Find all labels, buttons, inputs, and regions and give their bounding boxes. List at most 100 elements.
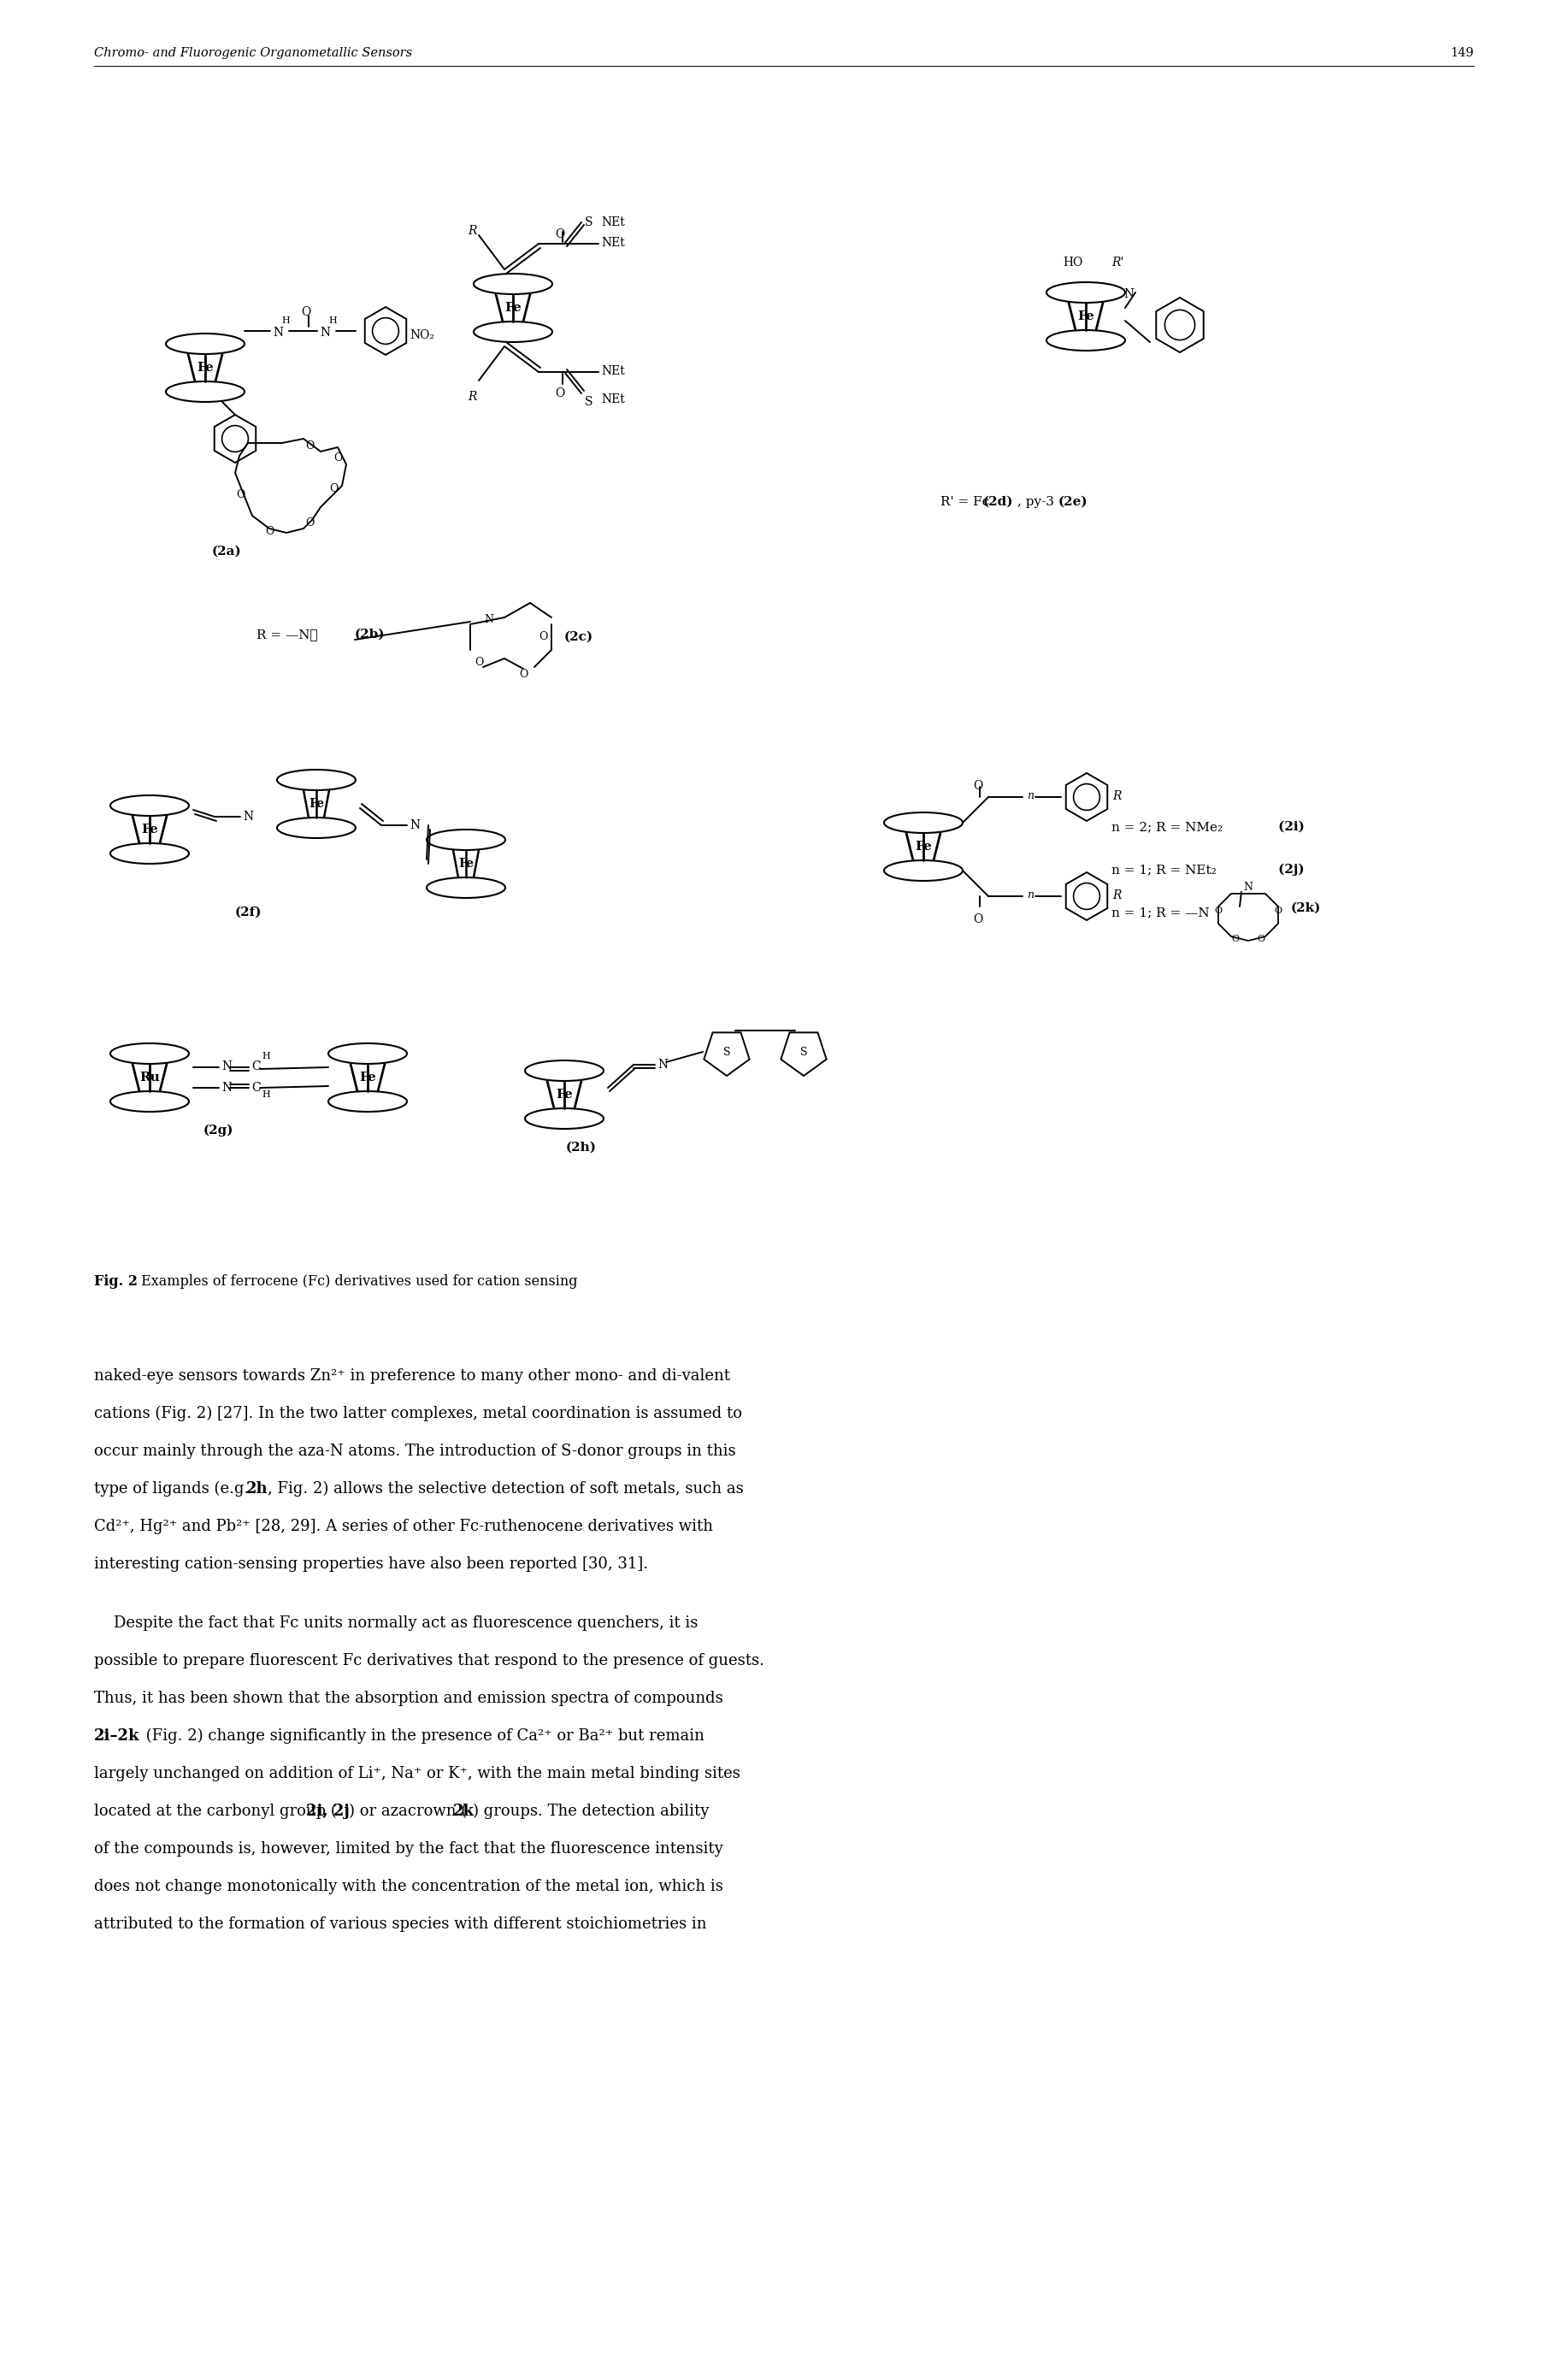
Text: R' = Fc: R' = Fc [941,496,994,508]
Text: NEt: NEt [601,237,624,249]
Text: Ru: Ru [140,1071,160,1083]
Text: Chromo- and Fluorogenic Organometallic Sensors: Chromo- and Fluorogenic Organometallic S… [94,47,412,59]
Text: ) or azacrown (: ) or azacrown ( [348,1804,467,1818]
Text: attributed to the formation of various species with different stoichiometries in: attributed to the formation of various s… [94,1916,707,1932]
Text: S: S [800,1047,808,1056]
Text: O: O [235,489,245,501]
Text: NO₂: NO₂ [409,330,434,342]
Text: 2k: 2k [453,1804,475,1818]
Text: O: O [1275,907,1283,914]
Text: O: O [306,439,314,451]
Text: H: H [328,316,337,325]
Text: O: O [538,631,547,643]
Text: (2k): (2k) [1290,902,1322,914]
Text: Fe: Fe [505,301,522,313]
Text: Fe: Fe [359,1071,376,1083]
Text: located at the carbonyl group (: located at the carbonyl group ( [94,1804,337,1818]
Text: C: C [251,1061,260,1073]
Text: (2a): (2a) [212,546,241,558]
Text: occur mainly through the aza-N atoms. The introduction of S-donor groups in this: occur mainly through the aza-N atoms. Th… [94,1443,735,1460]
Text: ) groups. The detection ability: ) groups. The detection ability [474,1804,709,1818]
Text: N: N [1243,881,1253,893]
Text: naked-eye sensors towards Zn²⁺ in preference to many other mono- and di-valent: naked-eye sensors towards Zn²⁺ in prefer… [94,1367,731,1384]
Text: O: O [1215,907,1221,914]
Text: NEt: NEt [601,366,624,377]
Text: (2j): (2j) [1273,864,1305,876]
Text: S: S [585,396,593,408]
Text: N: N [320,328,331,339]
Text: R: R [467,226,477,237]
Text: O: O [1231,935,1239,942]
Text: n = 1; R = NEt₂: n = 1; R = NEt₂ [1112,864,1217,876]
Text: 2h: 2h [246,1481,268,1496]
Text: N: N [273,328,284,339]
Text: (2c): (2c) [564,631,593,643]
Text: O: O [974,914,983,926]
Text: R: R [467,392,477,404]
Text: R: R [1112,791,1121,802]
Text: (Fig. 2) change significantly in the presence of Ca²⁺ or Ba²⁺ but remain: (Fig. 2) change significantly in the pre… [141,1728,704,1745]
Text: S: S [585,216,593,228]
Text: O: O [334,451,342,463]
Text: Fe: Fe [914,840,931,852]
Text: O: O [974,781,983,793]
Text: 149: 149 [1450,47,1474,59]
Text: Fe: Fe [309,798,325,810]
Text: Fe: Fe [458,857,474,869]
Text: O: O [1258,935,1265,942]
Text: N: N [221,1083,232,1094]
Text: H: H [281,316,290,325]
Text: Fig. 2: Fig. 2 [94,1275,138,1289]
Text: Despite the fact that Fc units normally act as fluorescence quenchers, it is: Despite the fact that Fc units normally … [94,1614,698,1631]
Text: (2i): (2i) [1273,821,1305,833]
Text: C: C [251,1083,260,1094]
Text: O: O [329,482,337,494]
Text: does not change monotonically with the concentration of the metal ion, which is: does not change monotonically with the c… [94,1878,723,1894]
Text: N: N [409,819,420,831]
Text: n = 1; R = —N: n = 1; R = —N [1112,907,1209,919]
Text: (2g): (2g) [202,1125,234,1137]
Text: (2h): (2h) [566,1142,597,1154]
Text: O: O [555,228,564,240]
Text: interesting cation-sensing properties have also been reported [30, 31].: interesting cation-sensing properties ha… [94,1557,648,1572]
Text: HO: HO [1063,256,1083,268]
Text: N: N [1123,287,1134,299]
Text: 2i, 2j: 2i, 2j [306,1804,350,1818]
Text: , py-3: , py-3 [1018,496,1058,508]
Text: of the compounds is, however, limited by the fact that the fluorescence intensit: of the compounds is, however, limited by… [94,1842,723,1856]
Text: Fe: Fe [1077,311,1094,323]
Text: S: S [723,1047,731,1056]
Text: possible to prepare fluorescent Fc derivatives that respond to the presence of g: possible to prepare fluorescent Fc deriv… [94,1652,764,1669]
Text: Fe: Fe [141,824,158,836]
Text: n: n [1027,890,1033,900]
Text: H: H [262,1090,270,1099]
Text: O: O [265,525,274,537]
Text: n: n [1027,791,1033,802]
Text: R: R [1112,890,1121,902]
Text: Fe: Fe [555,1090,572,1102]
Text: N: N [485,615,494,624]
Text: (2f): (2f) [235,907,262,919]
Text: Cd²⁺, Hg²⁺ and Pb²⁺ [28, 29]. A series of other Fc-ruthenocene derivatives with: Cd²⁺, Hg²⁺ and Pb²⁺ [28, 29]. A series o… [94,1519,713,1534]
Text: O: O [301,306,310,318]
Text: NEt: NEt [601,394,624,406]
Text: R = —N〈: R = —N〈 [257,629,318,641]
Text: , Fig. 2) allows the selective detection of soft metals, such as: , Fig. 2) allows the selective detection… [268,1481,743,1496]
Text: (2b): (2b) [354,629,386,641]
Text: n = 2; R = NMe₂: n = 2; R = NMe₂ [1112,821,1223,833]
Text: O: O [555,387,564,399]
Text: O: O [475,658,483,667]
Text: N: N [657,1059,668,1071]
Text: cations (Fig. 2) [27]. In the two latter complexes, metal coordination is assume: cations (Fig. 2) [27]. In the two latter… [94,1405,742,1422]
Text: Examples of ferrocene (Fc) derivatives used for cation sensing: Examples of ferrocene (Fc) derivatives u… [136,1275,577,1289]
Text: N: N [243,810,252,824]
Text: R': R' [1112,256,1124,268]
Text: type of ligands (e.g.: type of ligands (e.g. [94,1481,254,1496]
Text: O: O [519,669,528,679]
Text: N: N [221,1061,232,1073]
Text: 2i–2k: 2i–2k [94,1728,140,1745]
Text: NEt: NEt [601,216,624,228]
Text: O: O [306,518,314,527]
Text: (2d): (2d) [983,496,1013,508]
Text: (2e): (2e) [1058,496,1088,508]
